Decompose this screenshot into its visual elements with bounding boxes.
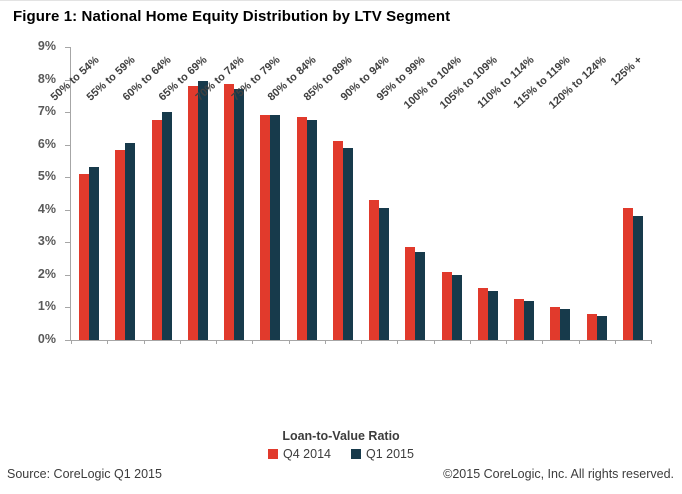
y-axis-tick bbox=[65, 112, 70, 114]
y-axis-tick bbox=[65, 307, 70, 309]
bar-group bbox=[325, 47, 361, 340]
bar-q1-2015 bbox=[89, 167, 100, 340]
bar-q1-2015 bbox=[451, 274, 462, 340]
bar-q1-2015 bbox=[234, 89, 245, 340]
bar-q4-2014 bbox=[332, 141, 343, 340]
bar-q4-2014 bbox=[477, 287, 488, 340]
x-axis-tick bbox=[361, 340, 362, 344]
bar-group bbox=[71, 47, 107, 340]
bar-q4-2014 bbox=[514, 299, 525, 340]
x-axis-tick bbox=[542, 340, 544, 344]
bar-q4-2014 bbox=[369, 200, 380, 340]
y-axis-label: 4% bbox=[37, 201, 56, 216]
x-axis-tick bbox=[433, 340, 435, 344]
bar-q4-2014 bbox=[79, 173, 90, 340]
x-axis-tick bbox=[216, 340, 217, 344]
bar-group bbox=[289, 47, 325, 340]
y-axis-tick bbox=[65, 79, 70, 81]
legend-item-q1-2015: Q1 2015 bbox=[351, 447, 414, 461]
bar-q4-2014 bbox=[224, 84, 235, 340]
legend-item-q4-2014: Q4 2014 bbox=[268, 447, 331, 461]
x-axis-title: Loan-to-Value Ratio bbox=[282, 429, 400, 443]
bar-group bbox=[216, 47, 252, 340]
bar-group bbox=[434, 47, 470, 340]
y-axis-tick bbox=[65, 47, 70, 48]
y-axis-tick bbox=[65, 274, 70, 276]
bar-q4-2014 bbox=[260, 115, 271, 340]
bar-group bbox=[506, 47, 542, 340]
bar-group bbox=[107, 47, 143, 340]
y-axis-label: 5% bbox=[37, 169, 56, 184]
legend-swatch-q4-2014 bbox=[268, 449, 279, 459]
bar-q1-2015 bbox=[524, 300, 535, 340]
y-axis-tick bbox=[65, 209, 70, 211]
source-note: Source: CoreLogic Q1 2015 bbox=[7, 467, 162, 481]
bar-q4-2014 bbox=[622, 208, 633, 340]
x-axis-tick bbox=[578, 340, 580, 344]
legend-swatch-q1-2015 bbox=[351, 449, 361, 459]
legend: Q4 2014 Q1 2015 bbox=[0, 447, 682, 461]
y-axis-label: 8% bbox=[37, 71, 56, 86]
bar-q1-2015 bbox=[125, 143, 136, 340]
bar-group bbox=[579, 47, 615, 340]
x-axis-tick bbox=[651, 340, 652, 344]
bar-q4-2014 bbox=[550, 307, 561, 340]
bar-group bbox=[470, 47, 506, 340]
bar-group bbox=[542, 47, 578, 340]
x-axis-tick bbox=[71, 340, 72, 344]
bar-group bbox=[361, 47, 397, 340]
y-axis-label: 1% bbox=[37, 299, 56, 314]
copyright-note: ©2015 CoreLogic, Inc. All rights reserve… bbox=[443, 467, 674, 481]
chart-title: Figure 1: National Home Equity Distribut… bbox=[13, 8, 451, 25]
x-axis-tick bbox=[252, 340, 254, 344]
y-axis-label: 3% bbox=[37, 234, 56, 249]
bar-q4-2014 bbox=[586, 313, 597, 340]
bar-q1-2015 bbox=[306, 120, 317, 340]
bar-q1-2015 bbox=[161, 112, 172, 340]
x-axis-tick bbox=[397, 340, 399, 344]
legend-label-q4-2014: Q4 2014 bbox=[283, 447, 331, 461]
bar-q1-2015 bbox=[487, 291, 498, 340]
bar-q4-2014 bbox=[441, 271, 452, 340]
y-axis-tick bbox=[65, 144, 70, 146]
bar-group bbox=[180, 47, 216, 340]
bar-q1-2015 bbox=[632, 216, 643, 340]
y-axis-label: 6% bbox=[37, 136, 56, 151]
bar-q4-2014 bbox=[405, 247, 416, 340]
bar-q1-2015 bbox=[415, 252, 426, 340]
bar-q4-2014 bbox=[151, 120, 162, 340]
bar-q1-2015 bbox=[197, 81, 208, 340]
bar-q1-2015 bbox=[560, 309, 571, 340]
y-axis-tick bbox=[65, 340, 70, 341]
x-axis-tick bbox=[506, 340, 507, 344]
x-axis-tick bbox=[469, 340, 471, 344]
x-axis-tick bbox=[288, 340, 290, 344]
bar-q1-2015 bbox=[270, 115, 281, 340]
y-axis-tick bbox=[65, 242, 70, 244]
y-axis-label: 2% bbox=[37, 266, 56, 281]
x-axis-tick bbox=[143, 340, 145, 344]
bar-q4-2014 bbox=[115, 149, 126, 340]
bar-q4-2014 bbox=[187, 86, 198, 340]
x-axis-tick bbox=[179, 340, 181, 344]
plot-area: 50% to 54% 55% to 59% 60% to 64% 65% to 69%… bbox=[48, 47, 652, 344]
bar-q1-2015 bbox=[596, 315, 607, 340]
x-axis-tick bbox=[614, 340, 616, 344]
y-axis-label: 7% bbox=[37, 104, 56, 119]
x-axis-tick bbox=[107, 340, 109, 344]
bar-q4-2014 bbox=[296, 117, 307, 340]
x-axis-tick bbox=[324, 340, 326, 344]
bar-group bbox=[252, 47, 288, 340]
legend-label-q1-2015: Q1 2015 bbox=[366, 447, 414, 461]
y-axis-label: 0% bbox=[37, 332, 56, 346]
bar-group bbox=[397, 47, 433, 340]
bar-q1-2015 bbox=[379, 208, 390, 340]
bar-group bbox=[615, 47, 651, 340]
y-axis-tick bbox=[65, 177, 70, 179]
bar-group bbox=[144, 47, 180, 340]
bar-q1-2015 bbox=[342, 147, 353, 340]
y-axis-label: 9% bbox=[37, 39, 56, 53]
